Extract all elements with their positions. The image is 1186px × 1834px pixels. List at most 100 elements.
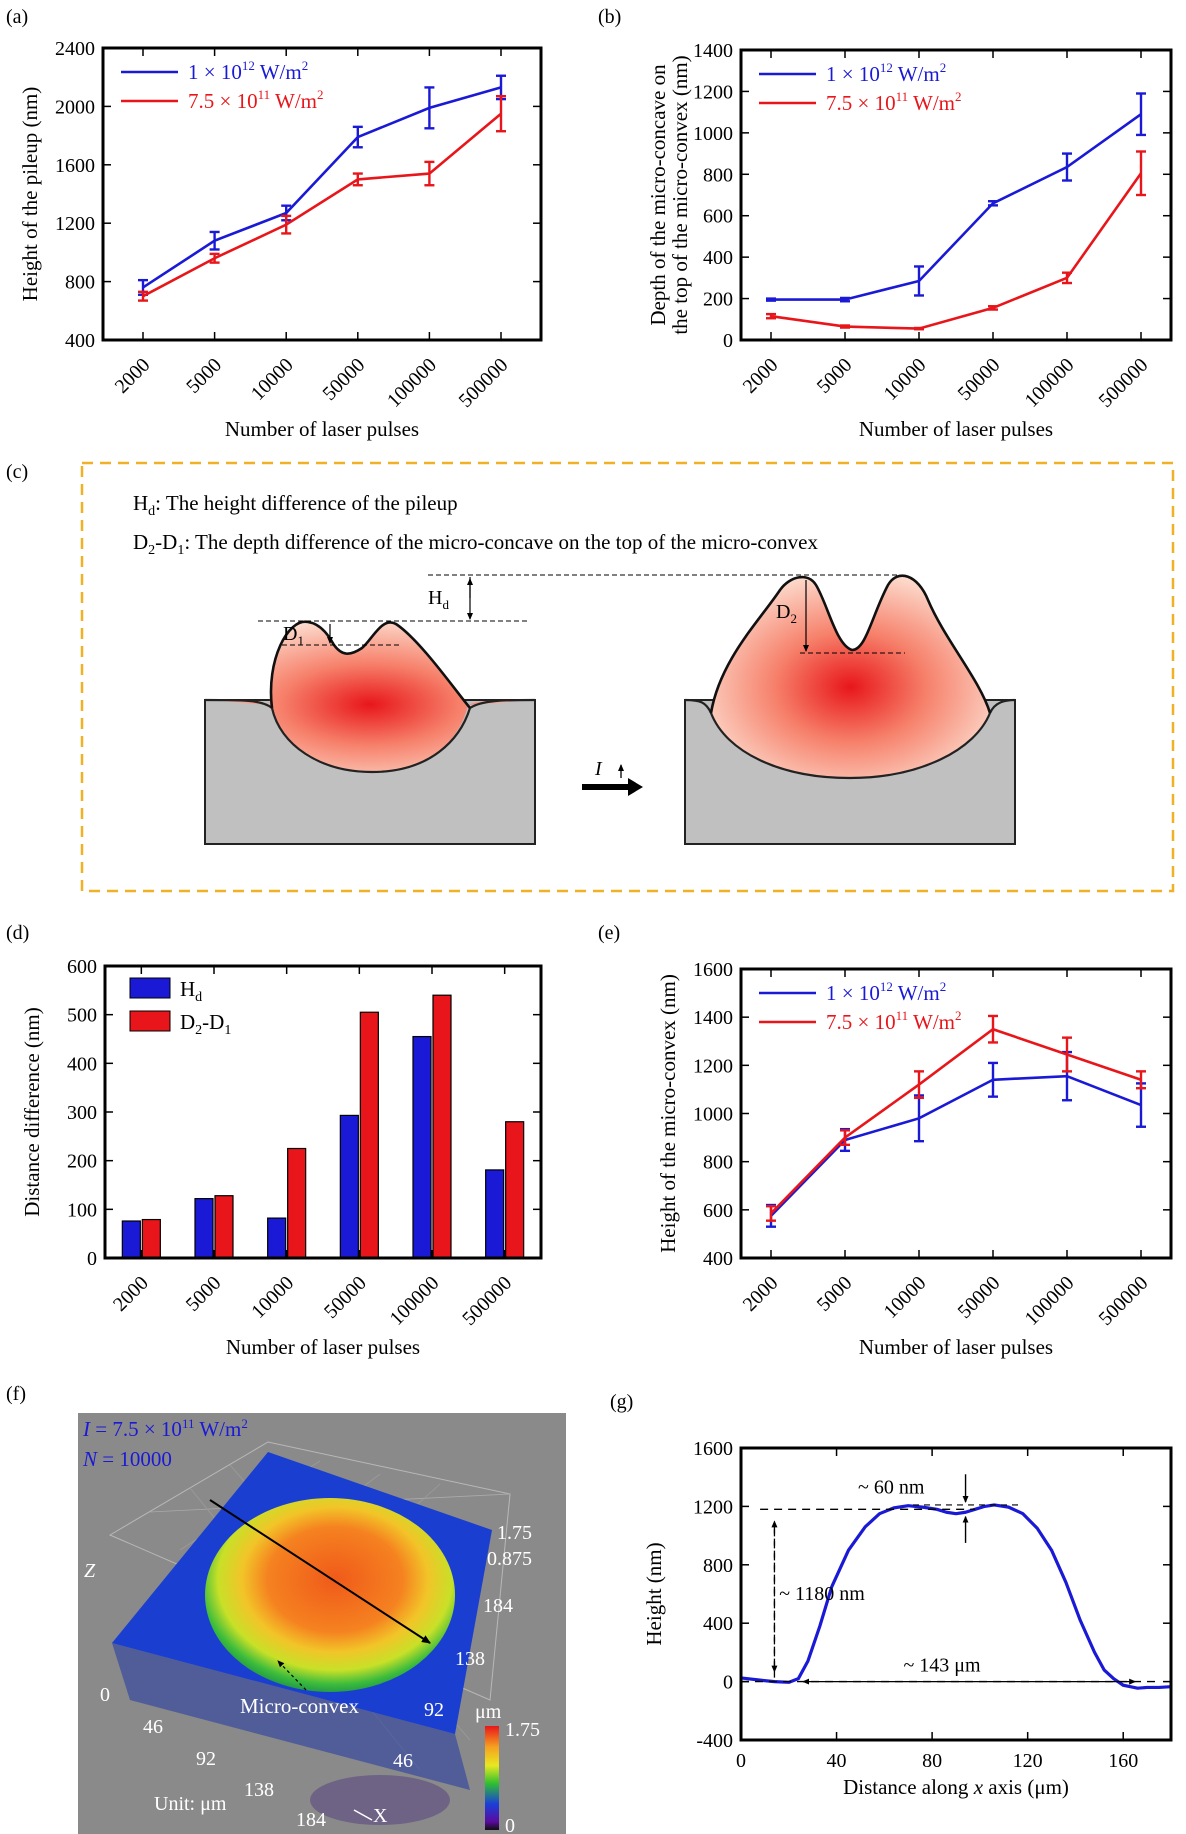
y-tick-label: 0 <box>723 330 733 352</box>
series-line <box>770 1074 1142 1217</box>
y-tick-label: 400 <box>67 1053 97 1075</box>
y-tick-label: 0 <box>87 1248 97 1270</box>
x-tick-label: 500000 <box>1095 1272 1153 1330</box>
pileup-left-profile <box>269 620 471 709</box>
y-axis-label: Height (nm) <box>642 1542 666 1645</box>
panel-label-g: (g) <box>610 1391 633 1413</box>
y-tick-label: 1400 <box>693 40 733 62</box>
x-tick-label: 50000 <box>320 1272 371 1323</box>
melt-pool-right <box>711 575 990 778</box>
panel-label-f: (f) <box>6 1383 26 1405</box>
y-tick-label: 0 <box>723 1672 733 1694</box>
y-tick-184: 184 <box>483 1595 513 1617</box>
melt-pool-left-boundary <box>204 698 536 774</box>
x-tick-label: 40 <box>827 1750 847 1772</box>
unit-label: Unit: μm <box>154 1793 227 1815</box>
y-tick-label: 400 <box>65 330 95 352</box>
bar <box>432 994 452 1259</box>
legend-label: 1 × 1012 W/m2 <box>826 979 946 1005</box>
x-tick-label: 50000 <box>954 354 1005 405</box>
x-axis-label: Number of laser pulses <box>226 1335 420 1359</box>
schematic-panel: Hd: The height difference of the pileup … <box>80 461 1175 893</box>
x-tick-label: 10000 <box>880 1272 931 1323</box>
y-axis-label: Depth of the micro-concave on <box>646 64 670 326</box>
x-tick-label: 50000 <box>954 1272 1005 1323</box>
y-tick-label: 1000 <box>693 123 733 145</box>
micro-convex-dome <box>205 1498 455 1692</box>
y-tick-label: 100 <box>67 1199 97 1221</box>
bar <box>194 1198 214 1259</box>
y-tick-label: 600 <box>703 1200 733 1222</box>
x-tick-label: 2000 <box>109 1272 153 1316</box>
x-tick-184: 184 <box>296 1809 326 1831</box>
x-tick-label: 500000 <box>455 354 513 412</box>
series-line <box>771 113 1142 301</box>
y-axis-label: Height of the micro-convex (nm) <box>656 974 680 1253</box>
pulse-count-annotation: N = 10000 <box>82 1447 172 1471</box>
label-hd: Hd <box>428 587 449 612</box>
y-tick-label: 500 <box>67 1005 97 1027</box>
z-tick-2: 0.875 <box>487 1548 532 1570</box>
schematic-frame <box>80 461 1175 893</box>
plot-frame <box>739 48 1173 342</box>
x-tick-label: 5000 <box>813 1272 857 1316</box>
pileup-right-profile <box>709 574 992 714</box>
y-tick-label: 1600 <box>55 155 95 177</box>
legend-d2d1-definition: D2-D1: The depth difference of the micro… <box>133 530 818 558</box>
chart-d: 0 100 200 300 400 500 600 2000 5000 10000 50000 100… <box>20 956 543 1359</box>
x-tick-138: 138 <box>244 1779 274 1801</box>
x-tick-label: 100000 <box>1021 1272 1079 1330</box>
x-tick-label: 10000 <box>247 354 298 405</box>
micro-convex-pointer <box>277 1660 307 1691</box>
y-axis-label: Height of the pileup (nm) <box>18 87 42 302</box>
plot-frame <box>103 964 543 1260</box>
bar <box>339 1114 359 1259</box>
y-tick-label: 600 <box>703 206 733 228</box>
x-tick-label: 2000 <box>111 354 155 398</box>
intensity-annotation: I = 7.5 × 1011 W/m2 <box>82 1416 248 1441</box>
plot-frame <box>739 1446 1173 1742</box>
y-tick-label: 1200 <box>693 1055 733 1077</box>
x-tick-label: 5000 <box>182 354 226 398</box>
bar <box>214 1195 234 1259</box>
label-d2: D2 <box>776 601 797 626</box>
x-tick-label: 160 <box>1108 1750 1138 1772</box>
y-tick-label: 300 <box>67 1102 97 1124</box>
x-tick-label: 500000 <box>458 1272 516 1330</box>
x-tick-label: 100000 <box>386 1272 444 1330</box>
y-tick-label: 800 <box>703 164 733 186</box>
legend-label: 1 × 1012 W/m2 <box>826 60 946 86</box>
y-tick-label: 2400 <box>55 38 95 60</box>
legend-label: Hd <box>180 977 202 1005</box>
legend-label: 7.5 × 1011 W/m2 <box>826 89 962 115</box>
x-axis-label: Number of laser pulses <box>225 417 419 441</box>
legend-label: D2-D1 <box>180 1010 231 1038</box>
y-tick-92: 92 <box>424 1699 444 1721</box>
legend-label: 7.5 × 1011 W/m2 <box>826 1008 962 1034</box>
label-d1: D1 <box>283 623 304 648</box>
chart-a: 400 800 1200 1600 2000 2400 2000 5000 10000 50000… <box>18 38 543 441</box>
x-tick-label: 100000 <box>1021 354 1079 412</box>
legend-label: 7.5 × 1011 W/m2 <box>188 87 324 113</box>
x-tick-label: 2000 <box>739 354 783 398</box>
y-tick-label: 200 <box>67 1151 97 1173</box>
series-line <box>770 1027 1142 1215</box>
panel-label-e: (e) <box>598 922 620 944</box>
x-axis-label: X <box>373 1805 388 1827</box>
colorbar-max: 1.75 <box>505 1719 540 1741</box>
y-tick-label: 1200 <box>693 81 733 103</box>
annotation-width: ~ 143 μm <box>903 1654 981 1676</box>
intensity-label: I <box>594 758 603 780</box>
x-tick-label: 10000 <box>880 354 931 405</box>
legend-hd-definition: Hd: The height difference of the pileup <box>133 491 458 519</box>
x-tick-92: 92 <box>196 1748 216 1770</box>
profile-line-arrow <box>209 1499 431 1644</box>
surface-plot: Micro-convex I = 7.5 × 1011 W/m2 N = 100… <box>78 1413 566 1834</box>
chart-e: 400 600 800 1000 1200 1400 1600 2000 5000 10000 50… <box>656 959 1173 1359</box>
plot-frame <box>101 46 543 342</box>
panel-label-d: (d) <box>6 922 29 944</box>
bar <box>287 1147 307 1259</box>
y-tick-46: 46 <box>393 1750 413 1772</box>
y-tick-label: 1600 <box>693 1438 733 1460</box>
